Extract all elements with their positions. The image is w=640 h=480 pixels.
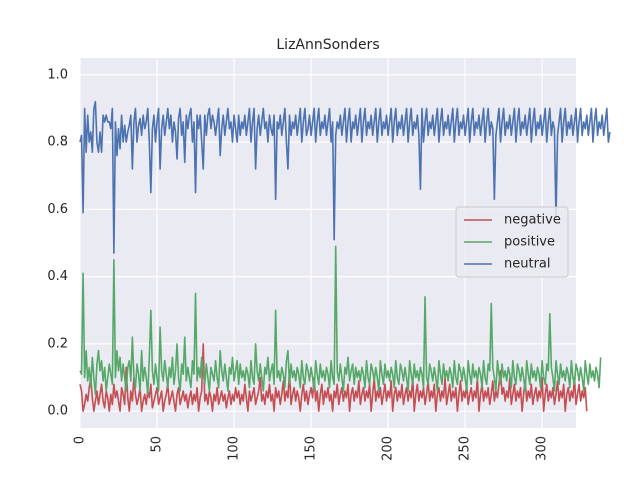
y-tick-label: 0.0: [47, 404, 68, 419]
y-tick-label: 0.8: [47, 135, 68, 150]
x-tick-label: 0: [73, 436, 88, 444]
y-tick-label: 1.0: [47, 67, 68, 82]
series-layer: [79, 100, 611, 412]
series-line-negative: [79, 343, 588, 412]
x-tick-label: 150: [304, 436, 319, 461]
legend-label-negative: negative: [504, 213, 561, 228]
x-tick-label: 250: [458, 436, 473, 461]
legend-label-positive: positive: [504, 235, 555, 250]
x-tick-label: 200: [381, 436, 396, 461]
y-tick-label: 0.6: [47, 202, 68, 217]
legend-box: [455, 206, 569, 278]
series-line-positive: [79, 245, 602, 396]
series-line-neutral: [79, 100, 611, 254]
x-tick-label: 300: [535, 436, 550, 461]
x-axis: 0 50 100 150 200 250 300: [73, 436, 550, 461]
x-tick-label: 100: [227, 436, 242, 461]
x-tick-label: 50: [150, 436, 165, 453]
chart-title: LizAnnSonders: [276, 37, 379, 53]
legend: negative positive neutral: [455, 206, 569, 278]
legend-label-neutral: neutral: [504, 257, 551, 272]
y-tick-label: 0.2: [47, 336, 68, 351]
y-axis: 0.0 0.2 0.4 0.6 0.8 1.0: [47, 67, 68, 418]
y-tick-label: 0.4: [47, 269, 68, 284]
